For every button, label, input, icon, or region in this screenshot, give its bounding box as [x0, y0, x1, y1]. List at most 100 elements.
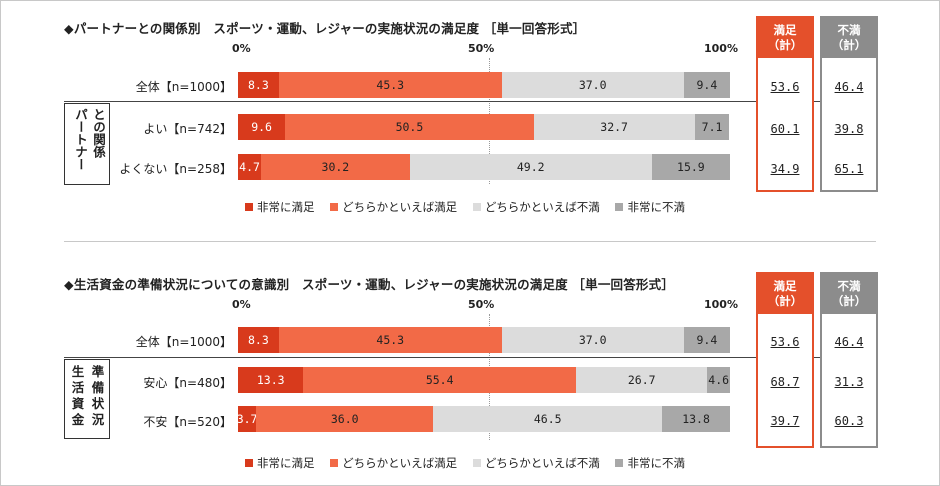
legend-item: 非常に不満: [615, 455, 685, 471]
dissatisfied-header-line2: （計）: [831, 38, 867, 52]
legend-swatch: [615, 459, 624, 467]
bar-data-label: 7.1: [701, 120, 723, 134]
legend-label: どちらかといえば満足: [342, 200, 458, 214]
legend-swatch: [472, 203, 481, 211]
group-separator: [64, 357, 876, 358]
group-label-box: パートナー との関係: [64, 103, 110, 185]
satisfied-total-value: 60.1: [770, 122, 800, 136]
chart-title: ◆パートナーとの関係別 スポーツ・運動、レジャーの実施状況の満足度 ［単一回答形…: [64, 21, 586, 36]
legend-item: どちらかといえば満足: [330, 199, 457, 215]
legend-label: どちらかといえば不満: [484, 200, 600, 214]
satisfied-header-line1: 満足: [773, 23, 797, 37]
group-label-char: 状: [91, 396, 105, 411]
satisfied-total-value: 34.9: [770, 162, 800, 176]
dissatisfied-header-line2: （計）: [831, 294, 867, 308]
bar-somewhat-dissatisfied: 26.7: [576, 367, 708, 393]
bar-somewhat-satisfied: 45.3: [278, 327, 502, 353]
bar-somewhat-dissatisfied: 46.5: [433, 406, 663, 432]
legend-item: 非常に不満: [615, 199, 685, 215]
panel-divider: [64, 241, 876, 242]
satisfied-total-box: 満足 （計） 53.6 60.1 34.9: [756, 16, 814, 192]
bar-very-satisfied: 3.7: [238, 406, 257, 432]
dissatisfied-header-line1: 不満: [837, 279, 861, 293]
bar-somewhat-satisfied: 50.5: [285, 114, 534, 140]
group-label-char: 活: [71, 380, 85, 395]
chart-panel-funds: ◆生活資金の準備状況についての意識別 スポーツ・運動、レジャーの実施状況の満足度…: [0, 256, 940, 486]
legend-label: どちらかといえば満足: [342, 456, 458, 470]
bar-somewhat-dissatisfied: 37.0: [501, 72, 684, 98]
satisfied-header-line1: 満足: [773, 279, 797, 293]
group-label-char: 備: [91, 380, 105, 395]
legend-swatch: [245, 459, 253, 467]
dissatisfied-total-value: 60.3: [834, 414, 864, 428]
bar-very-satisfied: 13.3: [238, 367, 304, 393]
group-label-col-1: パートナー: [73, 108, 88, 171]
axis-tick-0: 0%: [232, 42, 251, 55]
bar-data-label: 26.7: [627, 373, 656, 387]
dissatisfied-total-value: 65.1: [834, 162, 864, 176]
bar-data-label: 13.3: [256, 373, 285, 387]
bar-data-label: 49.2: [516, 160, 545, 174]
legend-label: 非常に満足: [257, 200, 315, 214]
bar-data-label: 45.3: [376, 333, 405, 347]
bar-data-label: 37.0: [578, 78, 607, 92]
group-label-char: 況: [91, 412, 105, 427]
chart-title: ◆生活資金の準備状況についての意識別 スポーツ・運動、レジャーの実施状況の満足度…: [64, 277, 675, 292]
row-label: 全体【n=1000】: [135, 335, 232, 349]
bar-very-dissatisfied: 4.6: [707, 367, 730, 393]
dissatisfied-total-value: 46.4: [834, 335, 864, 349]
bar-data-label: 36.0: [330, 412, 359, 426]
dissatisfied-total-header: 不満 （計）: [822, 274, 876, 314]
bar-somewhat-dissatisfied: 32.7: [533, 114, 695, 140]
legend-item: 非常に満足: [245, 199, 315, 215]
bar-data-label: 50.5: [395, 120, 424, 134]
bar-somewhat-dissatisfied: 49.2: [409, 154, 652, 180]
satisfied-total-value: 53.6: [770, 80, 800, 94]
bar-data-label: 4.6: [708, 373, 730, 387]
group-label-char: 生: [71, 364, 85, 379]
bar-very-satisfied: 8.3: [238, 327, 279, 353]
row-label: 不安【n=520】: [143, 415, 232, 429]
satisfied-total-value: 53.6: [770, 335, 800, 349]
bar-data-label: 8.3: [248, 78, 269, 92]
legend: 非常に満足 どちらかといえば満足 どちらかといえば不満 非常に不満: [245, 455, 697, 471]
bar-very-satisfied: 4.7: [238, 154, 262, 180]
satisfied-total-header: 満足 （計）: [758, 18, 812, 58]
legend-label: 非常に満足: [257, 456, 315, 470]
legend-item: どちらかといえば不満: [472, 199, 600, 215]
bar-data-label: 9.4: [696, 333, 718, 347]
bar-very-dissatisfied: 15.9: [651, 154, 730, 180]
legend: 非常に満足 どちらかといえば満足 どちらかといえば不満 非常に不満: [245, 199, 697, 215]
legend-item: どちらかといえば満足: [330, 455, 457, 471]
axis-tick-50: 50%: [468, 298, 495, 311]
satisfied-total-value: 68.7: [770, 375, 800, 389]
dissatisfied-total-box: 不満 （計） 46.4 31.3 60.3: [820, 272, 878, 448]
satisfied-total-box: 満足 （計） 53.6 68.7 39.7: [756, 272, 814, 448]
group-label-char: 金: [71, 412, 85, 427]
axis-tick-50: 50%: [468, 42, 495, 55]
bar-data-label: 3.7: [238, 412, 257, 426]
bar-very-dissatisfied: 13.8: [662, 406, 730, 432]
bar-data-label: 8.3: [248, 333, 269, 347]
satisfied-total-header: 満足 （計）: [758, 274, 812, 314]
legend-swatch: [472, 459, 481, 467]
legend-swatch: [330, 203, 339, 211]
legend-item: どちらかといえば不満: [472, 455, 600, 471]
row-label: 全体【n=1000】: [135, 80, 232, 94]
bar-data-label: 37.0: [578, 333, 607, 347]
row-label: よい【n=742】: [143, 122, 232, 136]
chart-panel-partner: ◆パートナーとの関係別 スポーツ・運動、レジャーの実施状況の満足度 ［単一回答形…: [0, 0, 940, 230]
legend-swatch: [330, 459, 339, 467]
bar-very-satisfied: 8.3: [238, 72, 279, 98]
dissatisfied-total-value: 39.8: [834, 122, 864, 136]
legend-swatch: [245, 203, 253, 211]
bar-data-label: 46.5: [533, 412, 562, 426]
bar-data-label: 4.7: [239, 160, 260, 174]
bar-somewhat-satisfied: 36.0: [256, 406, 434, 432]
legend-swatch: [615, 203, 624, 211]
axis-tick-0: 0%: [232, 298, 251, 311]
dissatisfied-total-value: 46.4: [834, 80, 864, 94]
bar-very-satisfied: 9.6: [238, 114, 286, 140]
row-label: 安心【n=480】: [143, 376, 232, 390]
axis-tick-100: 100%: [704, 42, 738, 55]
